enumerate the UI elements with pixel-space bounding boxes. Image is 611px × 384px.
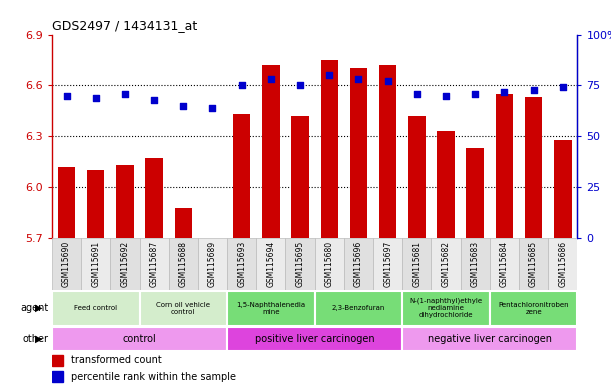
- Text: ▶: ▶: [35, 303, 43, 313]
- Point: [91, 94, 101, 101]
- Bar: [169, 238, 198, 290]
- Bar: [461, 238, 490, 290]
- Text: Corn oil vehicle
control: Corn oil vehicle control: [156, 302, 210, 314]
- Point: [120, 91, 130, 97]
- Bar: [315, 291, 402, 326]
- Bar: [437, 131, 455, 238]
- Point: [178, 103, 188, 109]
- Text: GSM115685: GSM115685: [529, 241, 538, 287]
- Point: [324, 72, 334, 78]
- Text: Feed control: Feed control: [74, 305, 117, 311]
- Bar: [81, 238, 111, 290]
- Point: [266, 76, 276, 83]
- Bar: [111, 238, 139, 290]
- Point: [149, 97, 159, 103]
- Bar: [52, 371, 64, 382]
- Point: [412, 91, 422, 97]
- Point: [354, 76, 364, 83]
- Bar: [139, 291, 227, 326]
- Bar: [554, 140, 571, 238]
- Bar: [315, 238, 344, 290]
- Text: GSM115684: GSM115684: [500, 241, 509, 287]
- Text: 1,5-Naphthalenedia
mine: 1,5-Naphthalenedia mine: [236, 302, 306, 314]
- Text: positive liver carcinogen: positive liver carcinogen: [255, 334, 375, 344]
- Point: [500, 88, 510, 94]
- Bar: [490, 291, 577, 326]
- Bar: [52, 238, 81, 290]
- Text: GSM115691: GSM115691: [91, 241, 100, 287]
- Bar: [402, 238, 431, 290]
- Bar: [52, 355, 64, 366]
- Bar: [373, 238, 402, 290]
- Text: Pentachloronitroben
zene: Pentachloronitroben zene: [499, 302, 569, 314]
- Text: GSM115687: GSM115687: [150, 241, 159, 287]
- Text: 2,3-Benzofuran: 2,3-Benzofuran: [332, 305, 385, 311]
- Bar: [344, 238, 373, 290]
- Bar: [525, 97, 543, 238]
- Text: GSM115693: GSM115693: [237, 241, 246, 287]
- Point: [441, 93, 451, 99]
- Text: control: control: [123, 334, 156, 344]
- Text: other: other: [23, 334, 49, 344]
- Bar: [227, 291, 315, 326]
- Bar: [519, 238, 548, 290]
- Text: GSM115681: GSM115681: [412, 241, 422, 287]
- Bar: [291, 116, 309, 238]
- Text: GSM115683: GSM115683: [470, 241, 480, 287]
- Text: GSM115690: GSM115690: [62, 241, 71, 287]
- Bar: [408, 116, 426, 238]
- Text: GSM115697: GSM115697: [383, 241, 392, 287]
- Bar: [431, 238, 461, 290]
- Point: [208, 105, 218, 111]
- Text: GSM115696: GSM115696: [354, 241, 363, 287]
- Bar: [548, 238, 577, 290]
- Bar: [256, 238, 285, 290]
- Bar: [227, 238, 256, 290]
- Text: GSM115689: GSM115689: [208, 241, 217, 287]
- Point: [382, 78, 392, 84]
- Text: GSM115686: GSM115686: [558, 241, 567, 287]
- Text: GSM115682: GSM115682: [442, 241, 450, 287]
- Bar: [349, 68, 367, 238]
- Bar: [321, 60, 338, 238]
- Text: transformed count: transformed count: [71, 356, 162, 366]
- Bar: [58, 167, 75, 238]
- Point: [237, 83, 247, 89]
- Text: GSM115692: GSM115692: [120, 241, 130, 287]
- Text: negative liver carcinogen: negative liver carcinogen: [428, 334, 552, 344]
- Text: GSM115694: GSM115694: [266, 241, 276, 287]
- Text: ▶: ▶: [35, 334, 43, 344]
- Bar: [227, 327, 402, 351]
- Point: [295, 83, 305, 89]
- Point: [62, 93, 71, 99]
- Bar: [379, 65, 397, 238]
- Text: GDS2497 / 1434131_at: GDS2497 / 1434131_at: [52, 19, 197, 32]
- Point: [558, 84, 568, 91]
- Text: agent: agent: [21, 303, 49, 313]
- Bar: [262, 65, 280, 238]
- Text: GSM115680: GSM115680: [325, 241, 334, 287]
- Bar: [139, 238, 169, 290]
- Bar: [87, 170, 104, 238]
- Bar: [175, 208, 192, 238]
- Bar: [116, 165, 134, 238]
- Bar: [52, 327, 227, 351]
- Bar: [496, 94, 513, 238]
- Text: GSM115688: GSM115688: [179, 241, 188, 287]
- Bar: [52, 291, 139, 326]
- Bar: [285, 238, 315, 290]
- Bar: [233, 114, 251, 238]
- Text: GSM115695: GSM115695: [296, 241, 304, 287]
- Bar: [466, 148, 484, 238]
- Bar: [402, 327, 577, 351]
- Bar: [198, 238, 227, 290]
- Text: percentile rank within the sample: percentile rank within the sample: [71, 372, 236, 382]
- Text: N-(1-naphthyl)ethyle
nediamine
dihydrochloride: N-(1-naphthyl)ethyle nediamine dihydroch…: [409, 298, 483, 318]
- Point: [529, 86, 538, 93]
- Bar: [145, 158, 163, 238]
- Point: [470, 91, 480, 97]
- Bar: [402, 291, 490, 326]
- Bar: [490, 238, 519, 290]
